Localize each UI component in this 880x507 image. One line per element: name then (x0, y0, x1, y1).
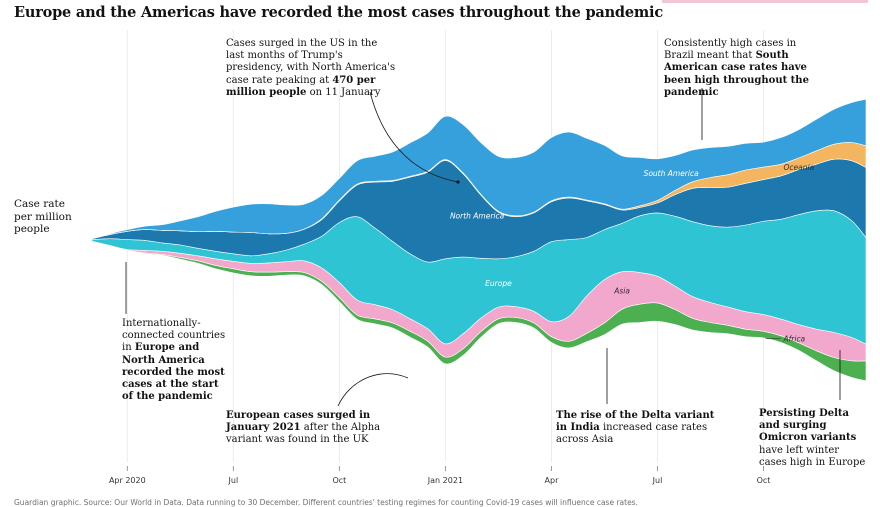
annotation-europe-alpha: European cases surged in January 2021 af… (226, 410, 381, 446)
annotation-early-pandemic: Internationally-connected countries in E… (122, 318, 226, 403)
series-labels: Africa Asia Europe North America Oceania Sout… (450, 163, 815, 344)
series-label-north-america: North America (450, 211, 505, 220)
annotation-leaders (125, 88, 841, 407)
x-tick-label: Jan 2021 (427, 476, 463, 485)
annotation-us-surge: Cases surged in the US in the last month… (226, 38, 396, 98)
leader-europe (337, 373, 409, 407)
footer-source: Guardian graphic. Source: Our World in D… (14, 498, 638, 507)
series-label-europe: Europe (485, 279, 512, 288)
x-tick-label: Jul (652, 476, 663, 485)
leader-us (369, 91, 459, 183)
leader-us-dot (456, 180, 460, 184)
x-tick-label: Apr (545, 476, 560, 485)
series-label-south-america: South America (644, 169, 700, 178)
annotation-omicron: Persisting Delta and surging Omicron var… (759, 408, 866, 468)
chart-title: Europe and the Americas have recorded th… (14, 4, 663, 21)
stream-areas (91, 98, 867, 382)
series-label-africa: Africa (783, 335, 806, 344)
series-label-oceania: Oceania (784, 163, 815, 172)
x-tick-label: Apr 2020 (109, 476, 146, 485)
header-accent-bar (662, 0, 868, 3)
x-tick-label: Oct (332, 476, 346, 485)
annotation-brazil: Consistently high cases in Brazil meant … (664, 38, 809, 98)
x-axis: Apr 2020 Jul Oct Jan 2021 Apr Jul Oct (109, 466, 770, 485)
x-tick-label: Jul (228, 476, 239, 485)
x-tick-label: Oct (757, 476, 771, 485)
area-south-america (91, 98, 867, 239)
annotation-delta-india: The rise of the Delta variant in India i… (556, 410, 715, 446)
series-label-asia: Asia (613, 286, 630, 295)
y-axis-label: Case rate per million people (14, 198, 72, 235)
